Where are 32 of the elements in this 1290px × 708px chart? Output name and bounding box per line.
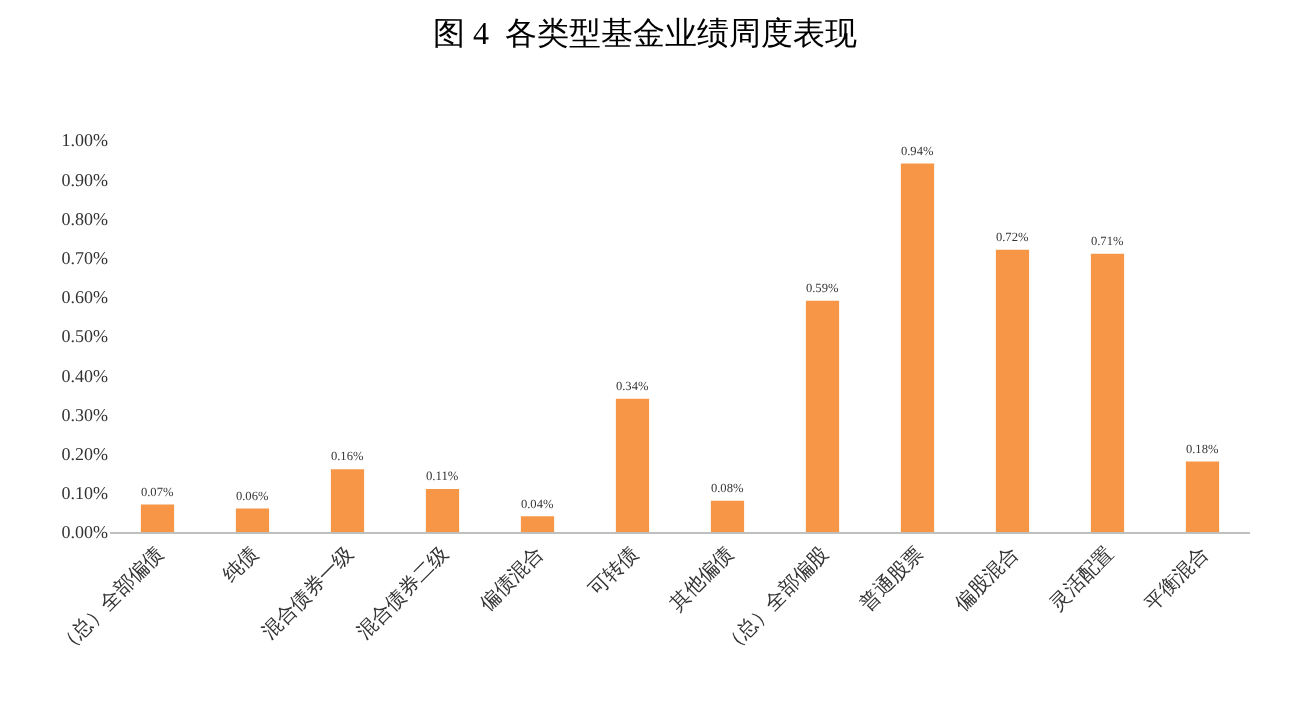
y-tick-label: 0.90%	[61, 169, 109, 190]
x-tick-label: 可转债	[584, 542, 644, 602]
bar	[425, 488, 460, 532]
x-tick-label: 普通股票	[855, 542, 929, 616]
bar	[615, 398, 650, 532]
bar	[710, 500, 745, 532]
y-tick-label: 0.20%	[61, 443, 109, 464]
x-tick-label: 灵活配置	[1045, 542, 1119, 616]
y-tick-label: 0.30%	[61, 404, 109, 425]
bar	[520, 516, 555, 532]
y-tick-label: 1.00%	[61, 130, 109, 151]
y-tick-label: 0.60%	[61, 287, 109, 308]
y-tick-label: 0.80%	[61, 208, 109, 229]
y-tick-label: 0.00%	[61, 522, 109, 543]
bar	[1090, 253, 1125, 532]
y-tick-label: 0.40%	[61, 365, 109, 386]
y-tick-label: 0.10%	[61, 483, 109, 504]
x-tick-label: 其他偏债	[665, 542, 739, 616]
bar	[330, 469, 365, 532]
y-tick-label: 0.50%	[61, 326, 109, 347]
bar	[140, 504, 175, 532]
bar	[995, 249, 1030, 532]
bar	[805, 300, 840, 532]
x-tick-label: （总）全部偏债	[52, 542, 169, 659]
x-tick-label: 偏债混合	[475, 542, 549, 616]
bar	[1185, 461, 1220, 532]
x-tick-label: 平衡混合	[1140, 542, 1214, 616]
y-tick-label: 0.70%	[61, 247, 109, 268]
bar	[235, 508, 270, 532]
x-tick-label: 偏股混合	[950, 542, 1024, 616]
chart-title: 图 4 各类型基金业绩周度表现	[433, 15, 857, 52]
bar	[900, 163, 935, 532]
